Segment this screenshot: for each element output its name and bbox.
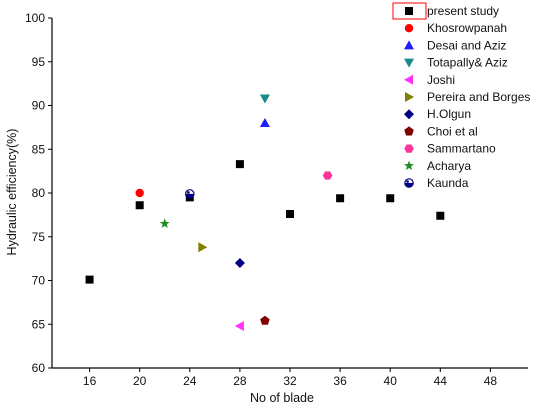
data-point bbox=[135, 201, 144, 210]
x-tick-label: 44 bbox=[434, 374, 448, 388]
legend-marker bbox=[405, 92, 414, 102]
legend-marker bbox=[404, 160, 414, 171]
y-tick-label: 100 bbox=[25, 11, 45, 25]
data-point bbox=[259, 94, 270, 104]
data-point bbox=[159, 218, 170, 228]
legend-label: Desai and Aziz bbox=[427, 38, 506, 52]
legend-marker bbox=[404, 126, 414, 136]
legend-marker bbox=[404, 58, 414, 68]
legend-marker bbox=[404, 178, 414, 188]
data-point bbox=[184, 189, 195, 199]
data-point bbox=[260, 315, 270, 325]
data-point bbox=[198, 242, 208, 253]
legend-label: present study bbox=[427, 4, 499, 18]
x-tick-label: 40 bbox=[384, 374, 398, 388]
y-tick-label: 90 bbox=[32, 99, 46, 113]
data-point bbox=[259, 118, 270, 127]
y-tick-label: 70 bbox=[32, 274, 46, 288]
legend-marker bbox=[404, 40, 414, 50]
legend-marker bbox=[405, 7, 413, 15]
x-tick-label: 48 bbox=[484, 374, 498, 388]
y-tick-label: 65 bbox=[32, 317, 46, 331]
legend-marker bbox=[404, 144, 414, 153]
data-points bbox=[85, 94, 445, 331]
data-point bbox=[286, 210, 294, 218]
legend-marker bbox=[404, 24, 414, 33]
x-axis-title: No of blade bbox=[250, 391, 314, 405]
y-tick-label: 60 bbox=[32, 361, 46, 375]
legend: present study Khosrowpanah Desai and Aziz T… bbox=[392, 2, 530, 190]
legend-highlight-box bbox=[392, 2, 427, 20]
y-tick-label: 80 bbox=[32, 186, 46, 200]
data-point bbox=[336, 194, 345, 203]
legend-label: Choi et al bbox=[427, 124, 478, 138]
legend-label: Pereira and Borges bbox=[427, 90, 530, 104]
data-point bbox=[234, 258, 245, 268]
legend-marker bbox=[404, 109, 414, 120]
legend-label: Khosrowpanah bbox=[427, 21, 507, 35]
legend-marker bbox=[404, 74, 413, 85]
data-point bbox=[322, 171, 333, 180]
legend-label: H.Olgun bbox=[427, 107, 471, 121]
y-tick-label: 85 bbox=[32, 142, 46, 156]
data-point bbox=[85, 275, 94, 284]
data-point bbox=[235, 160, 244, 169]
x-tick-label: 16 bbox=[83, 374, 97, 388]
x-tick-label: 28 bbox=[233, 374, 247, 388]
legend-label: Acharya bbox=[427, 159, 471, 173]
legend-label: Joshi bbox=[427, 73, 455, 87]
data-point bbox=[234, 321, 244, 331]
x-tick-label: 20 bbox=[133, 374, 147, 388]
legend-label: Kaunda bbox=[427, 176, 469, 190]
y-tick-label: 75 bbox=[32, 230, 46, 244]
data-point bbox=[436, 211, 445, 220]
data-point bbox=[386, 194, 395, 203]
legend-label: Sammartano bbox=[427, 142, 496, 156]
y-tick-label: 95 bbox=[32, 55, 46, 69]
x-tick-label: 24 bbox=[183, 374, 197, 388]
axes: 60 65 70 75 80 85 90 95 100 16 20 24 28 32 36 40 44 48 bbox=[25, 11, 528, 388]
x-tick-label: 36 bbox=[333, 374, 347, 388]
y-axis-title: Hydraulic efficiency(%) bbox=[5, 129, 19, 256]
data-point bbox=[135, 188, 144, 198]
x-tick-label: 32 bbox=[283, 374, 297, 388]
legend-label: Totapally& Aziz bbox=[427, 56, 508, 70]
